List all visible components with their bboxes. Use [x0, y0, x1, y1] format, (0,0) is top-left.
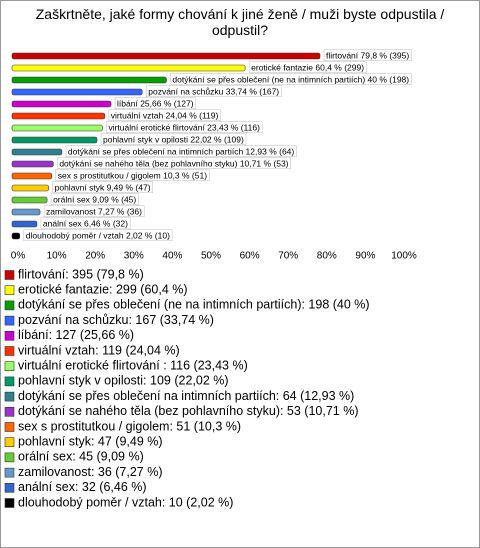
legend-swatch — [4, 361, 15, 372]
bar-label: sex s prostitutkou / gigolem 10,3 % (51) — [58, 170, 207, 180]
x-tick-label: 0% — [11, 251, 26, 262]
bar-label: dotýkání se přes oblečení na intimních p… — [68, 146, 294, 156]
bar-label: orální sex 9,09 % (45) — [53, 194, 136, 204]
legend-swatch — [4, 482, 15, 493]
legend-swatch — [4, 376, 15, 387]
bar — [11, 52, 321, 60]
legend-label: dlouhodobý poměr / vztah: 10 (2,02 %) — [18, 495, 233, 509]
chart-title: Zaškrtněte, jaké formy chování k jiné že… — [35, 6, 445, 38]
legend-swatch — [4, 406, 15, 417]
bar — [11, 124, 103, 132]
bar-label-box — [65, 145, 297, 157]
legend-label: erotické fantazie: 299 (60,4 %) — [18, 282, 188, 296]
bar-label-box — [108, 109, 221, 121]
bar-label: pohlavní styk 9,49 % (47) — [55, 182, 151, 192]
bar — [11, 136, 98, 144]
bar-label-box — [57, 157, 291, 169]
bar-label-box — [323, 49, 412, 61]
legend-swatch — [4, 315, 15, 326]
x-tick-label: 40% — [162, 251, 182, 262]
bar-label-box — [106, 121, 263, 133]
legend-label: dotýkání se přes oblečení na intimních p… — [18, 389, 354, 403]
x-tick-label: 90% — [355, 251, 375, 262]
legend-label: líbání: 127 (25,66 %) — [18, 328, 134, 342]
legend-swatch — [4, 437, 15, 448]
legend-swatch — [4, 285, 15, 296]
legend-swatch — [4, 330, 15, 341]
bar-label: virtuální erotické flirtování 23,43 % (1… — [108, 122, 260, 132]
legend-label: dotýkání se přes oblečení (ne na intimní… — [18, 298, 370, 312]
legend-swatch — [4, 467, 15, 478]
bar — [11, 220, 38, 228]
bar-label: pohlavní styk v opilosti 22,02 % (109) — [103, 134, 244, 144]
bar-label: dotýkání se nahého těla (bez pohlavního … — [59, 158, 288, 168]
bar-label-box — [55, 169, 210, 181]
x-tick-label: 10% — [47, 251, 67, 262]
legend-label: dotýkání se nahého těla (bez pohlavního … — [18, 404, 359, 418]
legend-swatch — [4, 498, 15, 508]
bar — [11, 184, 49, 192]
legend-swatch — [4, 391, 15, 402]
bar — [11, 88, 143, 96]
bar-label: dotýkání se přes oblečení (ne na intimní… — [172, 74, 409, 84]
legend-label: anální sex: 32 (6,46 %) — [18, 480, 147, 494]
bar-label-box — [100, 133, 247, 145]
bar — [11, 76, 167, 84]
bar-label-box — [23, 229, 173, 241]
legend-label: pohlavní styk: 47 (9,49 %) — [18, 434, 163, 448]
legend-swatch — [4, 422, 15, 432]
bar-label-box — [248, 61, 367, 73]
x-tick-label: 20% — [85, 251, 105, 262]
bar-label: líbání 25,66 % (127) — [117, 98, 194, 108]
x-tick-label: 70% — [278, 251, 298, 262]
bar-label-box — [50, 193, 139, 205]
bar-label-box — [114, 97, 197, 109]
x-tick-label: 50% — [201, 251, 221, 262]
bar-label: flirtování 79,8 % (395) — [326, 50, 409, 60]
x-tick-label: 80% — [317, 251, 337, 262]
bar — [11, 64, 246, 72]
bar — [11, 148, 63, 156]
bar — [11, 208, 41, 216]
bar-label: erotické fantazie 60,4 % (299) — [251, 62, 364, 72]
x-tick-label: 100% — [391, 251, 417, 262]
legend-swatch — [4, 300, 15, 311]
legend-label: zamilovanost: 36 (7,27 %) — [18, 465, 163, 479]
bar-label: virtuální vztah 24,04 % (119) — [111, 110, 219, 120]
bar-label: zamilovanost 7,27 % (36) — [46, 206, 142, 216]
legend-swatch — [4, 346, 15, 356]
legend-label: virtuální vztah: 119 (24,04 %) — [18, 343, 180, 357]
bar-label: anální sex 6,46 % (32) — [43, 218, 128, 228]
x-tick-label: 60% — [240, 251, 260, 262]
x-tick-label: 30% — [124, 251, 144, 262]
legend-label: sex s prostitutkou / gigolem: 51 (10,3 %… — [18, 419, 241, 433]
bar-label-box — [52, 181, 153, 193]
legend-label: virtuální erotické flirtování : 116 (23,… — [18, 358, 248, 372]
bar — [11, 196, 48, 204]
bar — [11, 112, 106, 120]
bar — [11, 232, 21, 240]
bar — [11, 100, 112, 108]
bar-label-box — [40, 217, 131, 229]
bar-label-box — [170, 73, 412, 85]
bar — [11, 172, 53, 180]
legend-swatch — [4, 270, 15, 280]
legend-label: pohlavní styk v opilosti: 109 (22,02 %) — [18, 374, 229, 388]
legend-label: pozvání na schůzku: 167 (33,74 %) — [18, 313, 214, 327]
bar-label-box — [145, 85, 282, 97]
legend-swatch — [4, 452, 15, 463]
bar-label: pozvání na schůzku 33,74 % (167) — [148, 86, 279, 96]
bar-label-box — [43, 205, 145, 217]
legend-label: orální sex: 45 (9,09 %) — [18, 450, 144, 464]
legend-label: flirtování: 395 (79,8 %) — [18, 267, 144, 281]
bar-label: dlouhodobý poměr / vztah 2,02 % (10) — [26, 230, 170, 240]
bar — [11, 160, 54, 168]
